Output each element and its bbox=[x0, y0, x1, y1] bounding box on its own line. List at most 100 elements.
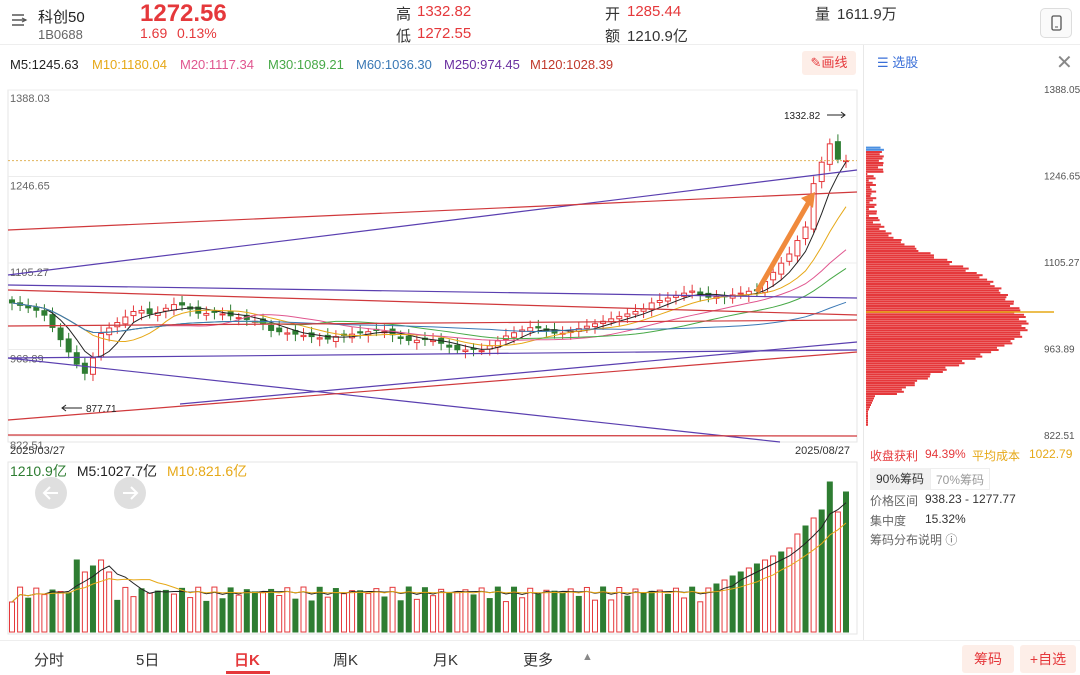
volume-bar bbox=[600, 586, 607, 633]
low-value: 1272.55 bbox=[417, 25, 472, 42]
chip-help-label: 筹码分布说明 bbox=[870, 533, 943, 547]
price-change-pct: 0.13% bbox=[177, 25, 217, 41]
y-tick-label: 1388.03 bbox=[10, 93, 50, 105]
candle-body bbox=[737, 292, 744, 295]
chip-bar bbox=[866, 417, 868, 420]
volume-bar bbox=[502, 601, 509, 633]
add-watchlist-button[interactable]: +自选 bbox=[1020, 645, 1076, 673]
chip-bar bbox=[866, 265, 964, 268]
chip-bar bbox=[866, 151, 882, 153]
chip-bar bbox=[866, 186, 871, 189]
candle-body bbox=[203, 312, 210, 316]
candle-body bbox=[357, 331, 364, 334]
volume-bar bbox=[332, 588, 339, 633]
chip-bar bbox=[866, 298, 1006, 301]
chip-bar bbox=[866, 263, 950, 266]
chip-bar bbox=[866, 379, 918, 382]
chip-tick-label: 1105.27 bbox=[1044, 258, 1080, 269]
current-price: 1272.56 bbox=[140, 0, 227, 27]
candle-body bbox=[300, 334, 307, 338]
volume-ma-line bbox=[11, 502, 847, 603]
tab-5day[interactable]: 5日 bbox=[136, 652, 160, 669]
chip-bar bbox=[866, 340, 1011, 343]
candle-body bbox=[89, 357, 96, 375]
tab-daily-k[interactable]: 日K bbox=[234, 652, 260, 669]
volume-bar bbox=[308, 600, 315, 633]
chips-button[interactable]: 筹码 bbox=[962, 645, 1014, 673]
candle-body bbox=[179, 302, 186, 306]
volume-bar bbox=[187, 597, 194, 633]
tab-chip-90[interactable]: 90%筹码 bbox=[870, 468, 930, 490]
scroll-right-button[interactable] bbox=[114, 477, 146, 509]
x-end-label: 2025/08/27 bbox=[795, 445, 851, 457]
xuangu-button[interactable]: ☰ 选股 bbox=[877, 52, 918, 71]
chip-bar bbox=[866, 162, 884, 164]
volume-bar bbox=[527, 587, 534, 633]
volume-bar bbox=[494, 586, 501, 633]
tab-intraday[interactable]: 分时 bbox=[34, 652, 65, 669]
volume-bar bbox=[421, 587, 428, 633]
volume-bar bbox=[737, 571, 744, 633]
chart-frame bbox=[7, 89, 858, 443]
scroll-left-button[interactable] bbox=[35, 477, 67, 509]
candle-body bbox=[454, 344, 461, 351]
caret-up-icon[interactable]: ▲ bbox=[582, 651, 593, 663]
candle-body bbox=[284, 332, 291, 335]
ma-line bbox=[11, 268, 847, 340]
open-value: 1285.44 bbox=[627, 3, 682, 20]
candle-body bbox=[106, 327, 113, 336]
tab-chip-70[interactable]: 70%筹码 bbox=[930, 468, 990, 490]
trend-line bbox=[7, 191, 858, 231]
volume-bar bbox=[446, 591, 453, 633]
chip-bar bbox=[866, 300, 1014, 303]
trend-line bbox=[7, 351, 858, 421]
volume-bar bbox=[583, 586, 590, 633]
candle-body bbox=[502, 335, 509, 340]
chip-bar bbox=[866, 362, 965, 365]
chip-bar bbox=[866, 164, 884, 167]
chip-bar bbox=[866, 419, 868, 422]
chip-bar bbox=[866, 225, 885, 228]
menu-icon[interactable] bbox=[10, 10, 28, 28]
candle-body bbox=[640, 308, 647, 312]
chip-tick-label: 1246.65 bbox=[1044, 172, 1080, 183]
landscape-toggle-button[interactable] bbox=[1040, 8, 1072, 38]
candle-body bbox=[632, 310, 639, 315]
chip-bar bbox=[866, 197, 877, 200]
volume-bar bbox=[770, 555, 777, 633]
chip-bar bbox=[866, 267, 969, 270]
chip-bar bbox=[866, 203, 877, 206]
candle-body bbox=[527, 327, 534, 332]
chip-bar bbox=[866, 377, 928, 380]
volume-bar bbox=[33, 587, 40, 633]
price-chart[interactable]: 1388.031246.651105.27963.89822.511332.82… bbox=[0, 80, 862, 460]
chip-bar bbox=[866, 313, 1025, 316]
volume-bar bbox=[745, 567, 752, 633]
chip-bar bbox=[866, 201, 870, 204]
candle-body bbox=[624, 313, 631, 317]
volume-chart[interactable] bbox=[0, 460, 862, 638]
chip-bar bbox=[866, 388, 902, 391]
y-tick-label: 1105.27 bbox=[10, 267, 49, 279]
volume-bar bbox=[349, 590, 356, 633]
tab-monthly-k[interactable]: 月K bbox=[433, 652, 459, 669]
candle-body bbox=[672, 295, 679, 298]
close-icon[interactable]: ✕ bbox=[1056, 52, 1073, 74]
tab-weekly-k[interactable]: 周K bbox=[333, 652, 359, 669]
volume-bar bbox=[397, 600, 404, 633]
chip-bar bbox=[866, 258, 948, 261]
volume-value: 1611.9万 bbox=[837, 6, 897, 23]
volume-bar bbox=[713, 583, 720, 633]
chip-bar bbox=[866, 386, 906, 389]
chip-tick-label: 963.89 bbox=[1044, 345, 1075, 356]
volume-bar bbox=[616, 587, 623, 633]
chip-bar bbox=[866, 184, 876, 186]
chip-help-link[interactable]: 筹码分布说明 ⓘ bbox=[870, 531, 957, 548]
trend-line bbox=[179, 341, 858, 405]
chip-bar bbox=[866, 190, 877, 193]
volume-bar bbox=[284, 587, 291, 633]
chip-bar bbox=[866, 415, 868, 417]
draw-line-button[interactable]: ✎画线 bbox=[802, 51, 856, 75]
chip-bar bbox=[866, 256, 934, 259]
tab-more[interactable]: 更多 bbox=[523, 652, 554, 669]
